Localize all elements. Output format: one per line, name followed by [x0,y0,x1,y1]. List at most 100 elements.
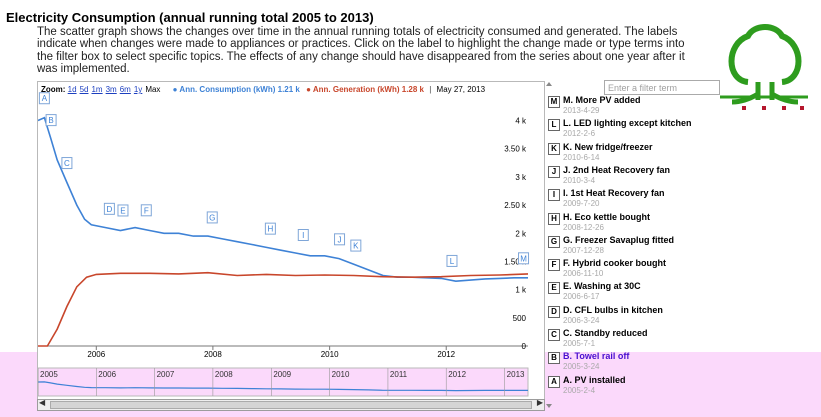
x-tick-label: 2006 [87,350,105,359]
annotation-title: B. Towel rail off [563,351,630,362]
annotation-flag-h [264,222,276,235]
scroll-thumb[interactable] [50,401,532,409]
legend-generation: ● Ann. Generation (kWh) 1.28 k [306,85,424,94]
annotation-letter: K [548,142,560,155]
chart-container: Zoom: 1d 5d 1m 3m 6m 1y Max ● Ann. Consumption… [37,81,545,410]
annotation-title: A. PV installed [563,374,626,385]
annotation-flag-j [334,233,346,246]
annotation-flag-l [446,254,458,267]
annotation-flag-label: I [302,231,304,240]
y-tick-label: 2 k [515,229,527,238]
annotation-flag-label: D [107,205,113,214]
annotation-date: 2012-2-6 [563,129,596,139]
annotation-date: 2005-7-1 [563,339,596,348]
annotation-letter: F [548,259,560,272]
annotation-flag-label: M [520,254,527,263]
annotation-flag-m [518,252,530,265]
annotation-letter: J [548,165,560,178]
zoom-1y-link[interactable]: 1y [133,85,143,94]
chart-plot[interactable]: 0 500 1 k 1.50 k 2 k 2.50 k 3 k 3.50 k 4 k 2006 20… [38,82,544,409]
navigator-tick-label: 2012 [448,370,466,379]
zoom-label: Zoom: [41,85,66,94]
annotation-flag-b [45,114,57,127]
annotation-date: 2005-3-24 [563,362,600,372]
annotation-letter: B [548,352,560,365]
y-tick-label: 3.50 k [504,145,527,154]
y-tick-label: 4 k [515,117,527,126]
annotation-flag-label: B [48,116,53,125]
zoom-3m-link[interactable]: 3m [105,85,117,94]
annotation-flag-label: L [450,257,455,266]
annotation-date: 2010-3-4 [563,175,596,185]
chart-toolbar: Zoom: 1d 5d 1m 3m 6m 1y Max ● Ann. Consumption… [41,85,485,94]
y-tick-label: 3 k [515,173,527,182]
annotation-flag-label: F [144,206,149,215]
annotation-flag-label: K [353,242,359,251]
scroll-right-icon[interactable]: ▶ [536,398,543,407]
page-description: The scatter graph shows the changes over… [37,26,685,76]
zoom-5d-link[interactable]: 5d [79,85,89,94]
y-tick-label: 500 [513,314,527,323]
y-tick-label: 1 k [515,286,527,295]
annotation-flag-k [350,239,362,252]
navigator-tick-label: 2005 [40,370,58,379]
annotation-flag-a [38,92,50,105]
annotation-letter: E [548,282,560,295]
annotation-flag-label: J [338,235,342,244]
annotation-title: M. More PV added [563,95,641,105]
annotation-flag-d [103,202,115,215]
zoom-1m-link[interactable]: 1m [91,85,103,94]
annotation-date: 2008-12-26 [563,222,604,232]
annotation-title: E. Washing at 30C [563,281,641,292]
annotation-date: 2005-2-4 [563,385,596,395]
annotation-flag-i [297,229,309,242]
page-title: Electricity Consumption (annual running … [6,10,374,25]
annotation-letter: C [548,329,560,341]
y-tick-label: 1.50 k [504,257,527,266]
annotation-date: 2006-11-10 [563,269,604,279]
annotation-title: H. Eco kettle bought [563,211,651,222]
navigator-tick-label: 2006 [98,370,116,379]
navigator-tick-label: 2011 [390,370,408,379]
zoom-1d-link[interactable]: 1d [67,85,77,94]
annotation-title: K. New fridge/freezer [563,141,653,152]
annotation-title: I. 1st Heat Recovery fan [563,188,665,199]
toolbar-separator: | [429,85,432,94]
x-tick-label: 2010 [321,350,339,359]
annotation-title: L. LED lighting except kitchen [563,118,692,129]
annotation-flag-g [206,211,218,224]
annotation-letter: L [548,119,560,132]
annotation-flag-label: G [209,213,215,222]
annotation-flag-e [117,204,129,217]
annotation-letter: D [548,305,560,318]
annotation-date: 2007-12-28 [563,245,604,255]
navigator-tick-label: 2007 [157,370,175,379]
annotation-flag-label: C [64,159,70,168]
annotation-letter: I [548,189,560,202]
annotation-flag-label: H [267,225,273,234]
navigator-tick-label: 2013 [507,370,525,379]
legend-consumption: ● Ann. Consumption (kWh) 1.21 k [172,85,300,94]
range-scrollbar[interactable]: ◀ ▶ [37,398,545,411]
annotation-flag-c [61,157,73,170]
tree-logo-icon [720,24,808,110]
annotation-title: F. Hybrid cooker bought [563,258,667,269]
chart-date: May 27, 2013 [436,85,486,94]
consumption-series-line [38,116,528,283]
annotation-scrollbar[interactable] [544,80,554,410]
annotation-letter: A [548,375,560,388]
zoom-6m-link[interactable]: 6m [119,85,131,94]
scroll-left-icon[interactable]: ◀ [39,398,46,407]
x-tick-label: 2008 [204,350,222,359]
annotation-date: 2013-4-29 [563,106,600,115]
navigator-tick-label: 2010 [332,370,350,379]
zoom-max-link[interactable]: Max [145,85,161,94]
generation-series-line [38,271,529,347]
y-tick-label: 0 [522,342,527,351]
annotation-title: G. Freezer Savaplug fitted [563,234,675,245]
annotation-letter: M [548,96,560,108]
navigator-series-line [38,381,528,392]
annotation-letter: H [548,212,560,225]
filter-input[interactable] [604,80,720,95]
annotation-date: 2006-6-17 [563,292,600,302]
